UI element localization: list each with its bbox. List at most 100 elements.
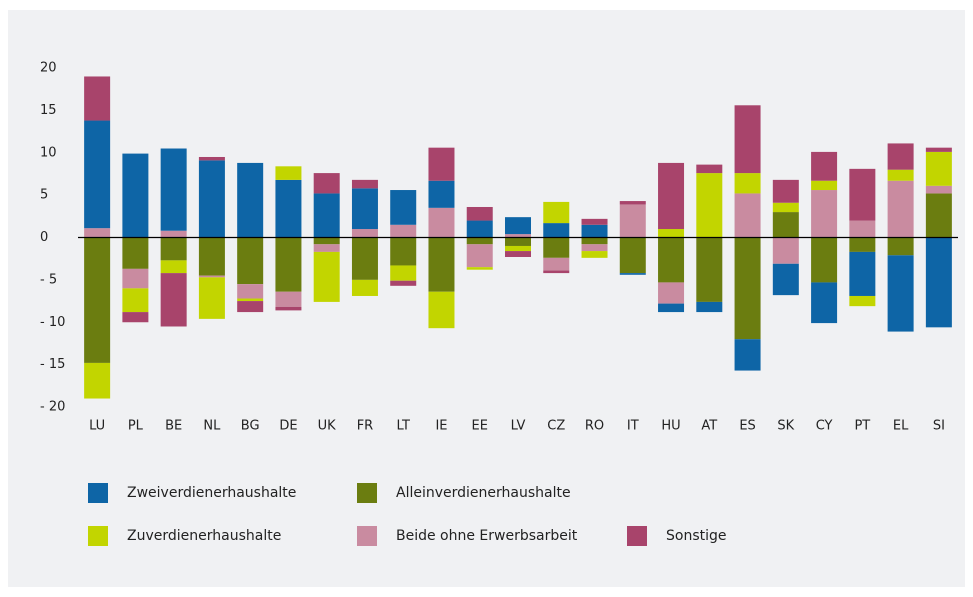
legend-swatch: [357, 526, 377, 546]
bar-segment: [543, 237, 570, 258]
bar-segment: [198, 277, 225, 319]
bar-segment: [428, 291, 455, 329]
bar-segment: [619, 273, 646, 275]
bar-segment: [543, 223, 570, 238]
legend-label: Sonstige: [666, 528, 727, 544]
bar-segment: [543, 257, 570, 271]
x-tick-label: HU: [661, 419, 680, 434]
x-tick-label: LV: [511, 419, 526, 434]
x-tick-label: IT: [627, 419, 639, 434]
legend-swatch: [627, 526, 647, 546]
bar-segment: [887, 143, 914, 170]
bar-segment: [619, 201, 646, 205]
bar-segment: [84, 120, 111, 229]
bar-segment: [658, 229, 685, 238]
x-tick-label: BG: [241, 419, 260, 434]
bar-segment: [505, 251, 531, 257]
bar-segment: [466, 206, 493, 221]
bar-segment: [505, 245, 531, 252]
bar-segment: [811, 151, 838, 181]
bar-segment: [313, 244, 340, 252]
legend-label: Alleinverdienerhaushalte: [396, 485, 571, 501]
bar-segment: [925, 151, 952, 186]
bar-segment: [122, 268, 149, 289]
bar-segment: [275, 166, 302, 180]
bar-segment: [428, 207, 455, 238]
bar-segment: [351, 179, 378, 189]
x-tick-label: PT: [854, 419, 870, 434]
bar-segment: [160, 237, 187, 261]
legend-label: Beide ohne Erwerbsarbeit: [396, 528, 578, 544]
bar-segment: [619, 237, 646, 274]
bar-segment: [122, 288, 149, 313]
bar-segment: [811, 190, 838, 238]
legend-swatch: [88, 526, 108, 546]
x-tick-label: LT: [397, 419, 410, 434]
bar-segment: [428, 237, 455, 292]
bar-segment: [619, 204, 646, 238]
y-tick-label: 5: [40, 188, 48, 203]
bar-segment: [849, 295, 876, 307]
bar-segment: [543, 270, 570, 274]
bar-segment: [122, 312, 149, 323]
bar-segment: [237, 162, 264, 238]
bar-segment: [658, 237, 685, 283]
bar-segment: [84, 76, 111, 121]
x-tick-label: SK: [777, 419, 794, 434]
bar-segment: [351, 237, 378, 280]
bar-segment: [772, 179, 799, 203]
bar-segment: [466, 267, 493, 270]
bar-segment: [696, 164, 723, 174]
bar-segment: [581, 237, 608, 245]
bar-segment: [390, 265, 417, 281]
bar-segment: [275, 291, 302, 307]
bar-segment: [237, 237, 264, 285]
bar-segment: [160, 260, 187, 274]
bar-segment: [84, 228, 111, 238]
y-tick-label: 20: [40, 61, 57, 76]
bar-segment: [390, 280, 417, 286]
bar-segment: [925, 185, 952, 194]
bar-segment: [351, 188, 378, 230]
x-tick-label: LU: [89, 419, 105, 434]
bar-segment: [466, 244, 493, 268]
bar-segment: [237, 298, 264, 302]
bar-segment: [505, 234, 531, 238]
bar-segment: [351, 229, 378, 238]
x-tick-label: CY: [816, 419, 833, 434]
x-tick-label: RO: [585, 419, 604, 434]
bar-segment: [581, 218, 608, 225]
bar-segment: [772, 237, 799, 264]
bar-segment: [581, 251, 608, 258]
bar-segment: [849, 220, 876, 238]
bar-segment: [428, 180, 455, 208]
bar-segment: [811, 180, 838, 191]
bar-segment: [198, 160, 225, 238]
bar-segment: [734, 173, 761, 194]
bar-segment: [734, 237, 761, 340]
legend-label: Zuverdienerhaushalte: [127, 528, 281, 544]
bar-segment: [160, 230, 187, 238]
bar-segment: [275, 179, 302, 238]
legend-swatch: [88, 483, 108, 503]
bar-segment: [811, 282, 838, 324]
bar-segment: [811, 237, 838, 283]
bar-segment: [351, 279, 378, 296]
y-tick-label: 15: [40, 103, 57, 118]
bar-segment: [466, 237, 493, 245]
x-tick-label: IE: [435, 419, 447, 434]
bar-segment: [428, 147, 455, 181]
bar-segment: [313, 237, 340, 245]
bar-segment: [696, 237, 723, 302]
bar-segment: [275, 306, 302, 311]
bar-segment: [849, 251, 876, 296]
bar-segment: [772, 202, 799, 213]
bar-segment: [160, 273, 187, 327]
bar-segment: [887, 255, 914, 332]
bar-segment: [505, 217, 531, 235]
bar-segment: [658, 162, 685, 230]
bar-segment: [160, 148, 187, 231]
y-tick-label: - 15: [40, 357, 65, 372]
bar-segment: [772, 212, 799, 238]
